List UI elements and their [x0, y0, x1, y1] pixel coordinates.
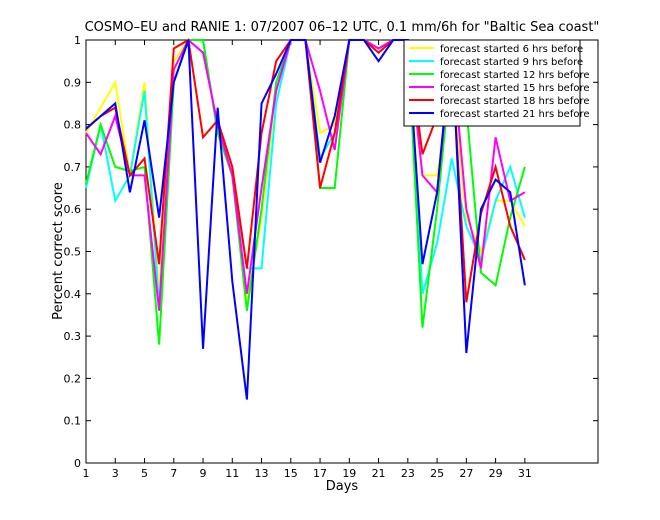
x-tick-label: 25: [430, 467, 444, 480]
legend-label: forecast started 21 hrs before: [440, 109, 590, 120]
legend-label: forecast started 12 hrs before: [440, 70, 590, 81]
x-tick-label: 9: [200, 467, 207, 480]
x-tick-label: 27: [459, 467, 473, 480]
legend-label: forecast started 9 hrs before: [440, 57, 583, 68]
x-tick-label: 3: [112, 467, 119, 480]
y-tick-label: 0: [74, 457, 81, 470]
axis-ticks: 1 3 5 7 9 11 13 15 17 19 21 23 25 27 29 3100.10.20.30.4…: [64, 34, 598, 480]
x-axis-title: Days: [326, 479, 359, 494]
x-tick-label: 11: [225, 467, 239, 480]
y-tick-label: 0.1: [64, 415, 82, 428]
legend-label: forecast started 6 hrs before: [440, 44, 583, 55]
x-tick-label: 29: [489, 467, 503, 480]
y-tick-label: 0.5: [64, 246, 82, 259]
x-tick-label: 23: [401, 467, 415, 480]
y-tick-label: 0.6: [64, 203, 82, 216]
y-tick-label: 0.3: [64, 330, 82, 343]
x-tick-label: 1: [83, 467, 90, 480]
x-tick-label: 15: [284, 467, 298, 480]
y-axis-title: Percent correct score: [51, 182, 66, 320]
x-tick-label: 7: [170, 467, 177, 480]
x-tick-label: 5: [141, 467, 148, 480]
y-tick-label: 0.4: [64, 288, 82, 301]
chart-title: COSMO–EU and RANIE 1: 07/2007 06–12 UTC,…: [85, 20, 600, 35]
x-tick-label: 21: [372, 467, 386, 480]
y-tick-label: 0.8: [64, 119, 82, 132]
y-tick-label: 1: [74, 34, 81, 47]
x-tick-label: 19: [342, 467, 356, 480]
y-tick-label: 0.9: [64, 76, 82, 89]
x-tick-label: 31: [518, 467, 532, 480]
y-tick-label: 0.2: [64, 372, 82, 385]
x-tick-label: 13: [255, 467, 269, 480]
legend: forecast started 6 hrs before forecast st…: [403, 39, 590, 127]
legend-label: forecast started 15 hrs before: [440, 83, 590, 94]
x-tick-label: 17: [313, 467, 327, 480]
legend-label: forecast started 18 hrs before: [440, 96, 590, 107]
legend-box: [403, 39, 581, 127]
y-tick-label: 0.7: [64, 161, 82, 174]
